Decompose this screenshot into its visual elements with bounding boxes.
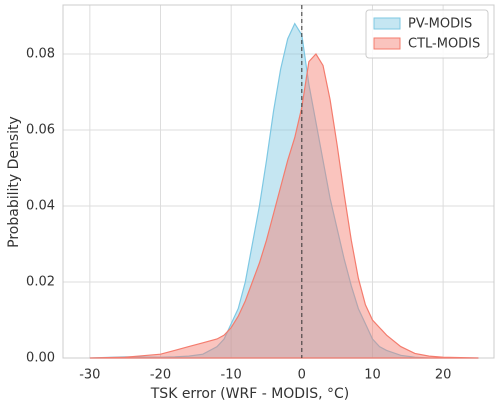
y-tick-label: 0.04 [26, 199, 55, 214]
area [89, 53, 479, 359]
y-tick-label: 0.00 [26, 351, 55, 366]
x-tick-label: -20 [150, 368, 171, 383]
x-tick-label: -10 [221, 368, 242, 383]
legend-box [365, 9, 489, 59]
legend-swatch [373, 37, 401, 50]
x-tick-label: 20 [435, 368, 452, 383]
y-tick-label: 0.06 [26, 123, 55, 138]
x-tick-label: 0 [298, 368, 306, 383]
y-tick-label: 0.08 [26, 47, 55, 62]
y-tick-label: 0.02 [26, 275, 55, 290]
legend-label: CTL-MODIS [408, 37, 480, 52]
y-axis-label: Probability Density [6, 116, 22, 248]
x-axis-label: TSK error (WRF - MODIS, °C) [150, 386, 349, 402]
legend-label: PV-MODIS [408, 17, 472, 32]
x-tick-label: 10 [364, 368, 381, 383]
x-tick-label: -30 [79, 368, 100, 383]
legend-swatch [373, 17, 401, 30]
